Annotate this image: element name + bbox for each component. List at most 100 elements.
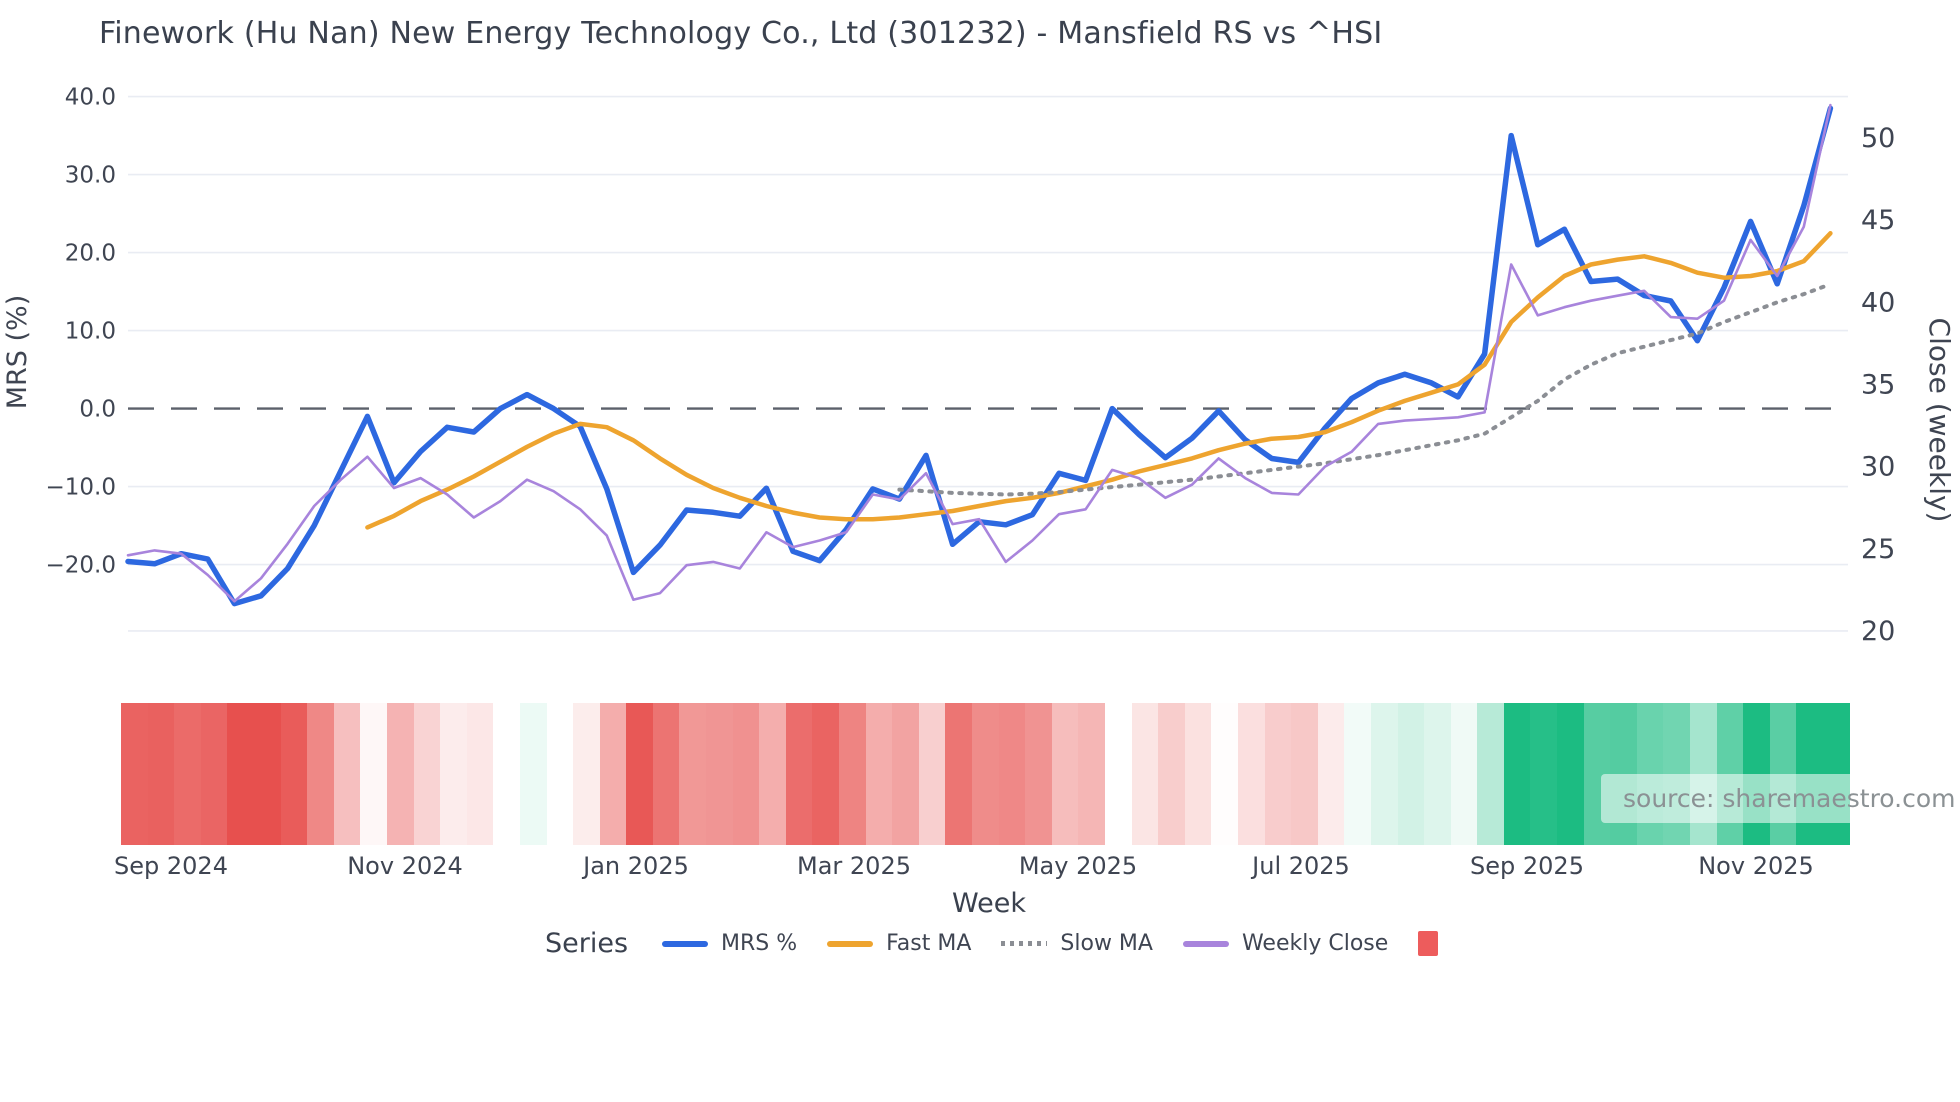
heatmap-cell — [1450, 703, 1478, 845]
heatmap-cell — [1530, 703, 1558, 845]
x-axis-title: Week — [952, 888, 1026, 919]
legend-swatch — [1182, 940, 1229, 947]
heatmap-cell — [626, 703, 653, 845]
left-tick-label: −10.0 — [46, 475, 116, 501]
left-tick-label: 30.0 — [65, 163, 116, 189]
heatmap-cell — [386, 703, 414, 845]
series-lines — [125, 103, 1834, 607]
heatmap-cell — [1557, 703, 1584, 845]
right-axis-title: Close (weekly) — [1923, 318, 1956, 523]
legend-item-label: Fast MA — [886, 931, 972, 956]
heatmap-cell — [1397, 703, 1425, 845]
legend: Series MRS % Fast MA Slow MA Weekly Close — [545, 928, 1468, 959]
heatmap-cell — [333, 703, 361, 845]
legend-title: Series — [545, 928, 629, 959]
right-tick-label: 20 — [1861, 616, 1895, 647]
heatmap-cell — [1264, 703, 1292, 845]
heatmap-cell — [573, 703, 600, 845]
x-tick-label: May 2025 — [1018, 852, 1138, 880]
heatmap-cell — [1158, 703, 1185, 845]
legend-items: MRS % Fast MA Slow MA Weekly Close — [662, 931, 1468, 956]
heatmap-cell — [892, 703, 919, 845]
legend-item-label: Slow MA — [1060, 931, 1153, 956]
series-line-weekly-close — [126, 103, 1832, 603]
heatmap-cell — [1051, 703, 1079, 845]
heatmap-cell — [280, 703, 308, 845]
x-tick-label: Jul 2025 — [1252, 852, 1350, 880]
heatmap-cell — [1237, 703, 1265, 845]
series-line-fast-ma — [365, 231, 1833, 530]
left-tick-label: −20.0 — [46, 553, 116, 579]
heatmap-cell — [493, 703, 520, 845]
heatmap-cell — [812, 703, 840, 845]
right-tick-label: 40 — [1861, 287, 1895, 318]
heatmap-cell — [599, 703, 627, 845]
heatmap-cell — [1291, 703, 1318, 845]
heatmap-cell — [679, 703, 707, 845]
line-chart: 40.0 30.0 20.0 10.0 0.0 −10.0 −20.0 50 45 40 35 30… — [2, 85, 1956, 647]
heatmap-cell — [121, 703, 148, 845]
heatmap-cell — [998, 703, 1026, 845]
legend-item-label: MRS % — [721, 931, 798, 956]
legend-item-label: Weekly Close — [1241, 931, 1389, 956]
heatmap-strip — [121, 703, 1850, 845]
heatmap-cell — [785, 703, 813, 845]
series-line-mrs- — [125, 105, 1834, 607]
left-axis-ticks: 40.0 30.0 20.0 10.0 0.0 −10.0 −20.0 — [46, 85, 116, 579]
right-tick-label: 35 — [1861, 369, 1895, 400]
heatmap-cell — [227, 703, 254, 845]
heatmap-cell — [1025, 703, 1052, 845]
left-tick-label: 20.0 — [65, 241, 116, 267]
x-tick-label: Sep 2025 — [1470, 852, 1584, 880]
legend-item-mrs-: MRS % — [662, 931, 797, 956]
source-note-text: source: sharemaestro.com — [1623, 784, 1956, 813]
legend-item-slow-ma: Slow MA — [1001, 931, 1153, 956]
heatmap-cell — [1424, 703, 1451, 845]
source-note: source: sharemaestro.com — [1601, 774, 1960, 823]
heatmap-cell — [972, 703, 999, 845]
right-tick-label: 25 — [1861, 534, 1895, 565]
heatmap-cell — [519, 703, 547, 845]
heatmap-cell — [200, 703, 228, 845]
legend-swatch — [1001, 941, 1048, 946]
right-tick-label: 50 — [1861, 123, 1895, 154]
heatmap-cell — [1211, 703, 1238, 845]
right-axis-ticks: 50 45 40 35 30 25 20 — [1861, 123, 1895, 647]
heatmap-cell — [1131, 703, 1159, 845]
legend-item-heat-swatch — [1418, 931, 1439, 956]
left-tick-label: 40.0 — [65, 85, 116, 111]
heatmap-cell — [174, 703, 201, 845]
left-tick-label: 0.0 — [79, 397, 116, 423]
left-tick-label: 10.0 — [65, 319, 116, 345]
heatmap-cell — [839, 703, 866, 845]
legend-swatch — [662, 940, 709, 947]
legend-item-weekly-close: Weekly Close — [1182, 931, 1389, 956]
chart-title: Finework (Hu Nan) New Energy Technology … — [99, 16, 1383, 51]
heatmap-cell — [1477, 703, 1504, 845]
heatmap-cell — [360, 703, 387, 845]
heatmap-cell — [1184, 703, 1212, 845]
heatmap-cell — [307, 703, 334, 845]
heatmap-cell — [147, 703, 175, 845]
x-tick-label: Jan 2025 — [583, 852, 689, 880]
heatmap-cell — [1370, 703, 1398, 845]
x-tick-label: Nov 2024 — [347, 852, 463, 880]
heatmap-cell — [759, 703, 786, 845]
x-tick-label: Sep 2024 — [114, 852, 228, 880]
heatmap-cell — [918, 703, 946, 845]
heatmap-cell — [706, 703, 733, 845]
heatmap-cell — [440, 703, 467, 845]
legend-item-fast-ma: Fast MA — [827, 931, 971, 956]
right-tick-label: 30 — [1861, 452, 1895, 483]
heatmap-cell — [546, 703, 574, 845]
heatmap-cell — [865, 703, 893, 845]
heatmap-cell — [1503, 703, 1531, 845]
heatmap-cell — [466, 703, 494, 845]
heatmap-cell — [1317, 703, 1345, 845]
right-tick-label: 45 — [1861, 205, 1895, 236]
heatmap-cell — [413, 703, 441, 845]
legend-swatch — [827, 940, 874, 947]
heatmap-cell — [1078, 703, 1105, 845]
heatmap-cell — [1344, 703, 1371, 845]
